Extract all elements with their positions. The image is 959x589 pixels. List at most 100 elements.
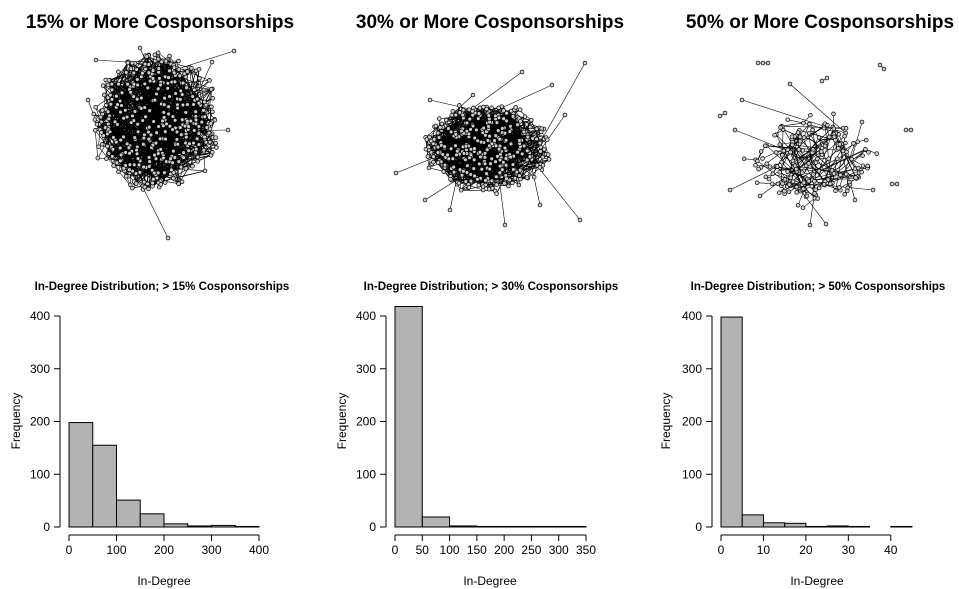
network-node [425,154,431,159]
network-node [774,164,780,169]
network-node [534,136,539,142]
network-node [135,156,141,161]
network-edge [160,82,174,152]
network-node [482,155,488,160]
network-node [195,154,201,160]
network-node [132,162,137,168]
network-node [179,132,184,137]
network-edge [210,106,212,124]
network-node [422,197,428,203]
network-node [145,85,151,91]
network-node [147,108,152,113]
network-node [171,70,177,76]
network-node [477,161,482,167]
network-node [181,150,186,155]
network-node [451,164,456,170]
network-node [471,105,476,111]
network-node [91,111,96,117]
network-node [794,184,799,190]
network-node [517,167,523,173]
network-edge [818,128,835,172]
network-node [131,118,137,123]
network-node [152,52,158,58]
network-node [478,139,484,145]
network-node [178,125,183,130]
network-node [494,120,500,125]
network-node [208,121,214,126]
network-edges [87,47,235,239]
network-node [762,143,768,149]
network-edge [107,133,110,154]
network-node [466,131,472,137]
network-node [476,116,481,121]
network-node [494,191,499,196]
network-node [191,140,196,146]
network-node [842,134,847,139]
network-node [825,123,830,128]
network-node [134,151,140,157]
network-edge [478,84,553,119]
network-node [141,141,146,147]
network-edge [95,59,128,63]
network-node [450,109,456,114]
network-node [511,167,516,172]
network-node [501,116,506,121]
network-node [812,191,817,196]
network-node [546,157,552,162]
network-node [530,136,535,141]
network-edge [137,146,161,150]
network-node [128,66,134,71]
network-node [503,138,509,143]
network-node [212,117,218,123]
network-node [158,182,164,187]
network-edge [818,137,833,184]
network-node [445,152,450,158]
network-node [125,81,130,87]
network-node [110,154,115,159]
network-node [196,66,202,72]
network-node [155,170,161,176]
network-title-50: 50% or More Cosponsorships [686,12,954,33]
x-tick-label: 20 [799,543,813,557]
network-node [108,92,113,98]
network-node [150,180,155,186]
network-node [477,149,483,155]
network-node [484,171,489,176]
x-tick-label: 400 [249,543,269,557]
network-node [164,121,169,127]
network-node [178,97,183,102]
network-node [196,142,202,147]
network-node [152,152,157,158]
network-node [494,182,499,187]
network-node [193,146,199,152]
network-node [156,66,161,71]
histogram-title-15: In-Degree Distribution; > 15% Cosponsors… [35,281,290,293]
network-edge [94,130,99,159]
network-node [889,181,895,187]
network-node [821,182,827,187]
network-node [475,177,480,182]
network-node [859,119,865,125]
network-node [493,133,498,138]
x-tick-label: 0 [66,543,73,557]
network-node [161,115,167,120]
network-node [202,114,208,119]
network-nodes [393,60,588,228]
network-node [147,164,152,169]
network-node [519,69,525,75]
network-node [502,181,507,186]
network-node [165,86,170,91]
network-node [471,157,477,163]
network-node [739,97,745,103]
network-node [463,157,468,163]
network-node [213,135,218,140]
network-node [787,81,793,87]
network-node [193,121,199,127]
network-node [197,76,202,81]
network-node [141,135,147,141]
network-node [800,148,806,153]
histogram-bar [449,525,478,528]
histogram-bar [762,522,786,528]
network-node [534,162,540,168]
network-node [789,134,795,139]
